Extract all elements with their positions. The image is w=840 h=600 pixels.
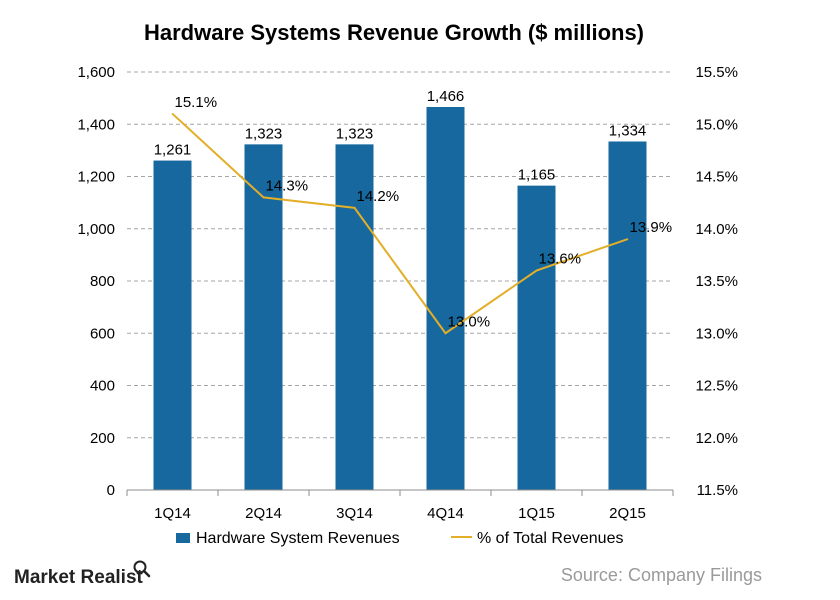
- left-tick-label: 800: [90, 273, 115, 290]
- percent-line: [171, 113, 628, 335]
- line-point: [262, 196, 265, 199]
- bar-value-label: 1,466: [427, 88, 465, 105]
- line-value-label: 13.9%: [630, 219, 673, 236]
- bar: [153, 160, 192, 490]
- left-tick-label: 600: [90, 325, 115, 342]
- line-point: [626, 238, 629, 240]
- line-point: [535, 269, 538, 272]
- right-tick-label: 14.5%: [695, 169, 738, 186]
- category-axis: 1Q14 2Q14 3Q14 4Q14 1Q15 2Q15: [126, 489, 674, 522]
- legend: Hardware System Revenues % of Total Reve…: [176, 530, 623, 547]
- line-point: [171, 113, 174, 115]
- logo-text: Market Realist: [14, 567, 144, 588]
- line-value-label: 13.6%: [539, 251, 582, 268]
- right-tick-label: 13.0%: [695, 325, 738, 342]
- right-axis: 11.5% 12.0% 12.5% 13.0% 13.5% 14.0% 14.5% 15.0%…: [695, 64, 738, 499]
- left-tick-label: 200: [90, 430, 115, 447]
- source-note: Source: Company Filings: [561, 565, 762, 585]
- legend-line-label: % of Total Revenues: [477, 530, 623, 547]
- bar: [426, 107, 465, 490]
- left-tick-label: 0: [107, 482, 115, 499]
- right-tick-label: 12.0%: [695, 430, 738, 447]
- bar-value-label: 1,261: [154, 142, 192, 159]
- bar-value-label: 1,323: [336, 125, 374, 142]
- category-label: 2Q15: [609, 505, 646, 522]
- line-point: [444, 332, 447, 335]
- right-tick-label: 13.5%: [695, 273, 738, 290]
- line-value-label: 14.2%: [357, 188, 400, 205]
- line-value-label: 13.0%: [448, 313, 491, 330]
- right-tick-label: 12.5%: [695, 378, 738, 395]
- category-label: 4Q14: [427, 505, 464, 522]
- line-series: 15.1% 14.3% 14.2% 13.0% 13.6% 13.9%: [171, 94, 673, 335]
- bar: [335, 144, 374, 490]
- bar-value-label: 1,334: [609, 122, 647, 139]
- bar-value-label: 1,165: [518, 167, 556, 184]
- bar: [244, 144, 283, 490]
- left-tick-label: 1,600: [77, 64, 115, 81]
- right-tick-label: 15.0%: [695, 116, 738, 133]
- legend-bar-label: Hardware System Revenues: [196, 530, 400, 547]
- line-value-label: 14.3%: [266, 177, 309, 194]
- right-tick-label: 11.5%: [697, 482, 738, 499]
- left-tick-label: 1,000: [77, 221, 115, 238]
- gridlines: [127, 71, 673, 439]
- market-realist-logo: Market Realist: [14, 560, 151, 588]
- chart-title: Hardware Systems Revenue Growth ($ milli…: [144, 20, 644, 45]
- line-point: [353, 207, 356, 209]
- left-tick-label: 400: [90, 378, 115, 395]
- bar: [517, 185, 556, 491]
- line-value-label: 15.1%: [175, 94, 218, 111]
- left-tick-label: 1,200: [77, 169, 115, 186]
- left-tick-label: 1,400: [77, 116, 115, 133]
- bar: [608, 141, 647, 490]
- bar-series: 1,261 1,323 1,323 1,466 1,165 1,334: [153, 88, 647, 491]
- category-label: 2Q14: [245, 505, 282, 522]
- category-label: 3Q14: [336, 505, 373, 522]
- category-label: 1Q14: [154, 505, 191, 522]
- right-tick-label: 14.0%: [695, 221, 738, 238]
- right-tick-label: 15.5%: [695, 64, 738, 81]
- bar-value-label: 1,323: [245, 125, 283, 142]
- left-axis: 0 200 400 600 800 1,000 1,200 1,400 1,600: [77, 64, 115, 499]
- legend-bar-swatch: [176, 533, 190, 543]
- category-label: 1Q15: [518, 505, 555, 522]
- magnifier-icon: [133, 560, 151, 578]
